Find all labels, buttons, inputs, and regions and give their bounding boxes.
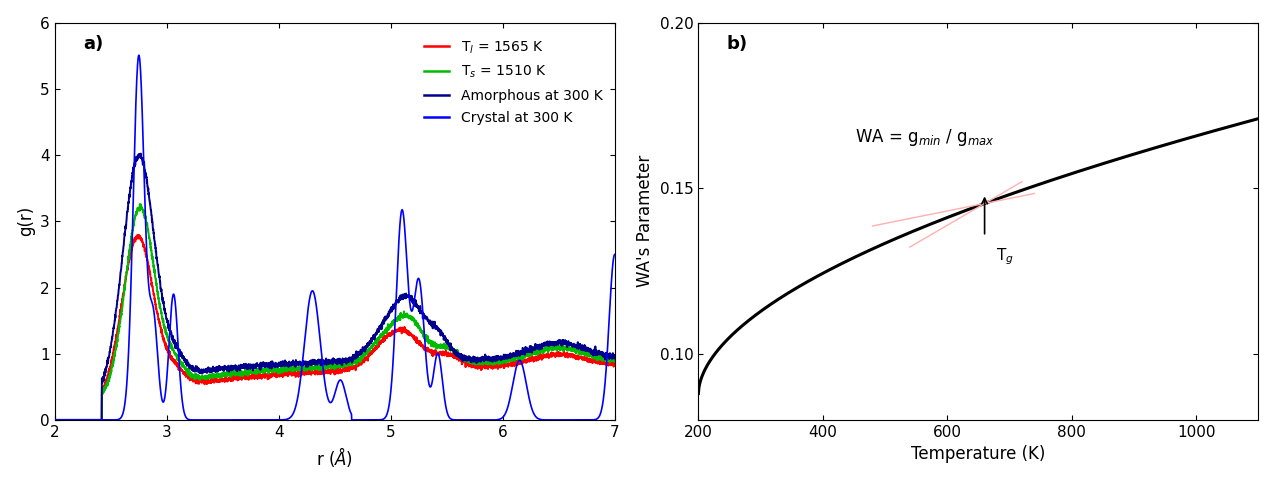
Y-axis label: g(r): g(r) [17,206,34,236]
Text: T$_g$: T$_g$ [996,246,1014,267]
Text: WA = g$_{min}$ / g$_{max}$: WA = g$_{min}$ / g$_{max}$ [856,127,995,148]
Y-axis label: WA's Parameter: WA's Parameter [636,155,654,287]
Legend: T$_l$ = 1565 K, T$_s$ = 1510 K, Amorphous at 300 K, Crystal at 300 K: T$_l$ = 1565 K, T$_s$ = 1510 K, Amorphou… [419,34,608,131]
X-axis label: Temperature (K): Temperature (K) [912,445,1046,463]
X-axis label: r ($\AA$): r ($\AA$) [316,445,353,469]
Text: a): a) [83,35,103,52]
Text: b): b) [727,35,747,52]
